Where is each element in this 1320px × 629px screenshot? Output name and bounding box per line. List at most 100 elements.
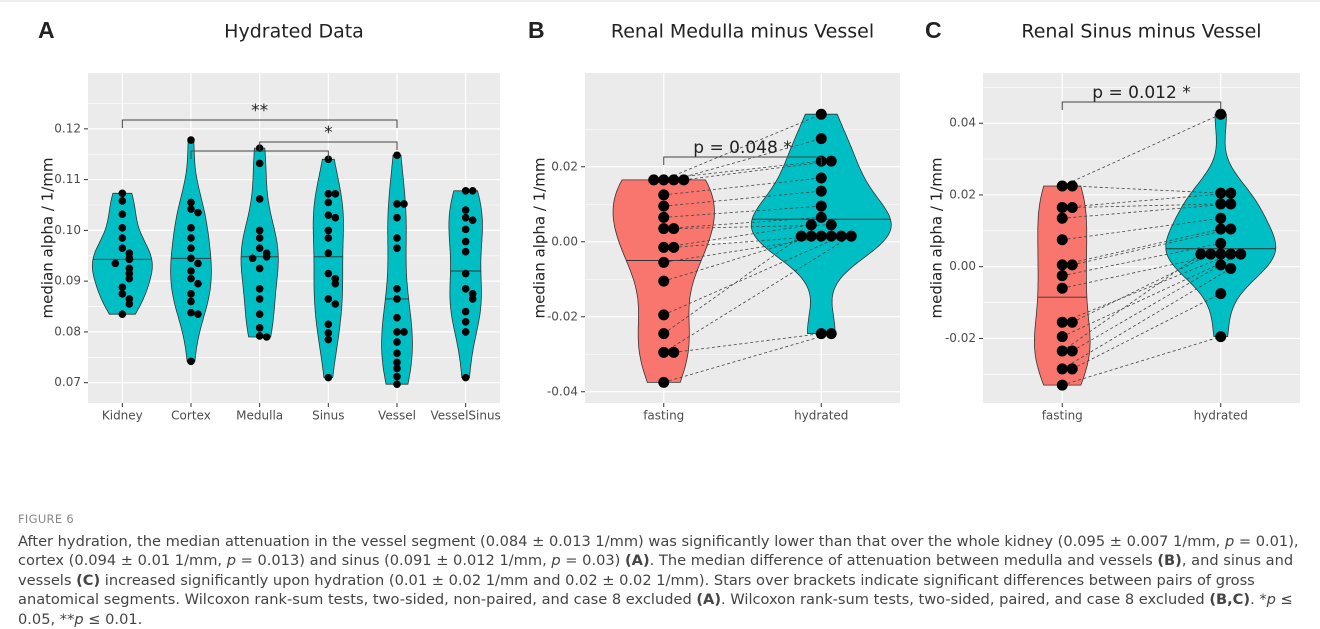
caption-run: . * bbox=[1250, 591, 1267, 608]
data-point bbox=[393, 328, 401, 336]
data-point bbox=[1225, 224, 1236, 235]
caption-run: (A) bbox=[625, 552, 650, 569]
data-point bbox=[256, 310, 264, 318]
data-point bbox=[1225, 263, 1236, 274]
data-point bbox=[836, 231, 847, 242]
data-point bbox=[325, 295, 333, 303]
y-tick-label: 0.02 bbox=[551, 159, 578, 173]
data-point bbox=[263, 333, 271, 341]
data-point bbox=[1215, 238, 1226, 249]
data-point bbox=[256, 324, 264, 332]
y-tick-label: -0.04 bbox=[547, 384, 578, 398]
data-point bbox=[826, 219, 837, 230]
data-point bbox=[187, 255, 195, 263]
caption-run: = 0.013) and sinus (0.091 ± 0.012 1/mm, bbox=[236, 552, 551, 569]
data-point bbox=[194, 310, 202, 318]
caption-run: ≤ 0.01. bbox=[84, 611, 143, 628]
data-point bbox=[325, 227, 333, 235]
data-point bbox=[400, 328, 408, 336]
data-point bbox=[187, 267, 195, 275]
caption-run: (B) bbox=[1157, 552, 1181, 569]
caption-run: = 0.03) bbox=[561, 552, 625, 569]
data-point bbox=[187, 224, 195, 232]
data-point bbox=[1067, 345, 1078, 356]
data-point bbox=[1057, 202, 1068, 213]
data-point bbox=[1215, 249, 1226, 260]
data-point bbox=[393, 295, 401, 303]
data-point bbox=[816, 173, 827, 184]
data-point bbox=[393, 200, 401, 208]
caption-run: After hydration, the median attenuation … bbox=[18, 533, 1225, 550]
data-point bbox=[1215, 288, 1226, 299]
data-point bbox=[325, 249, 333, 257]
data-point bbox=[187, 199, 195, 207]
data-point bbox=[1057, 180, 1068, 191]
data-point bbox=[1057, 380, 1068, 391]
data-point bbox=[1057, 317, 1068, 328]
data-point bbox=[1225, 188, 1236, 199]
data-point bbox=[1225, 198, 1236, 209]
data-point bbox=[325, 234, 333, 242]
data-point bbox=[256, 160, 264, 168]
data-point bbox=[469, 216, 477, 224]
y-tick-label: -0.02 bbox=[945, 331, 976, 345]
data-point bbox=[332, 190, 340, 198]
x-tick-label: fasting bbox=[1042, 409, 1083, 423]
data-point bbox=[112, 260, 120, 268]
data-point bbox=[119, 290, 127, 298]
data-point bbox=[1067, 259, 1078, 270]
data-point bbox=[1225, 249, 1236, 260]
data-point bbox=[462, 328, 470, 336]
panel-letter: B bbox=[528, 17, 545, 43]
data-point bbox=[658, 201, 669, 212]
data-point bbox=[1057, 363, 1068, 374]
data-point bbox=[119, 234, 127, 242]
significance-label: p = 0.012 * bbox=[1092, 83, 1190, 103]
data-point bbox=[119, 244, 127, 252]
data-point bbox=[462, 238, 470, 246]
data-point bbox=[119, 310, 127, 318]
data-point bbox=[658, 377, 669, 388]
x-tick-label: hydrated bbox=[794, 409, 848, 423]
data-point bbox=[658, 212, 669, 223]
data-point bbox=[462, 374, 470, 382]
significance-label: * bbox=[324, 123, 333, 143]
data-point bbox=[1057, 259, 1068, 270]
data-point bbox=[1057, 234, 1068, 245]
data-point bbox=[816, 231, 827, 242]
data-point bbox=[393, 285, 401, 293]
caption-run: p bbox=[1267, 591, 1276, 608]
y-tick-label: 0.00 bbox=[949, 259, 976, 273]
data-point bbox=[1057, 345, 1068, 356]
data-point bbox=[393, 151, 401, 159]
data-point bbox=[1067, 363, 1078, 374]
data-point bbox=[658, 189, 669, 200]
data-point bbox=[1215, 109, 1226, 120]
data-point bbox=[325, 321, 333, 329]
data-point bbox=[332, 280, 340, 288]
data-point bbox=[668, 347, 679, 358]
data-point bbox=[806, 219, 817, 230]
x-tick-label: fasting bbox=[643, 409, 684, 423]
data-point bbox=[1067, 317, 1078, 328]
data-point bbox=[658, 223, 669, 234]
figure-label: FIGURE 6 bbox=[18, 510, 1308, 530]
panel-letter: A bbox=[38, 17, 55, 43]
caption-run: . Wilcoxon rank-sum tests, two-sided, pa… bbox=[721, 591, 1209, 608]
data-point bbox=[187, 358, 195, 366]
data-point bbox=[332, 300, 340, 308]
data-point bbox=[119, 224, 127, 232]
significance-label: p = 0.048 * bbox=[693, 138, 791, 158]
panel-title: Renal Medulla minus Vessel bbox=[611, 21, 874, 43]
data-point bbox=[678, 174, 689, 185]
data-point bbox=[1067, 202, 1078, 213]
data-point bbox=[325, 199, 333, 207]
data-point bbox=[462, 206, 470, 214]
data-point bbox=[658, 174, 669, 185]
y-axis-label: median alpha / 1/mm bbox=[39, 158, 57, 319]
y-tick-label: 0.11 bbox=[54, 172, 81, 186]
data-point bbox=[194, 280, 202, 288]
data-point bbox=[256, 234, 264, 242]
